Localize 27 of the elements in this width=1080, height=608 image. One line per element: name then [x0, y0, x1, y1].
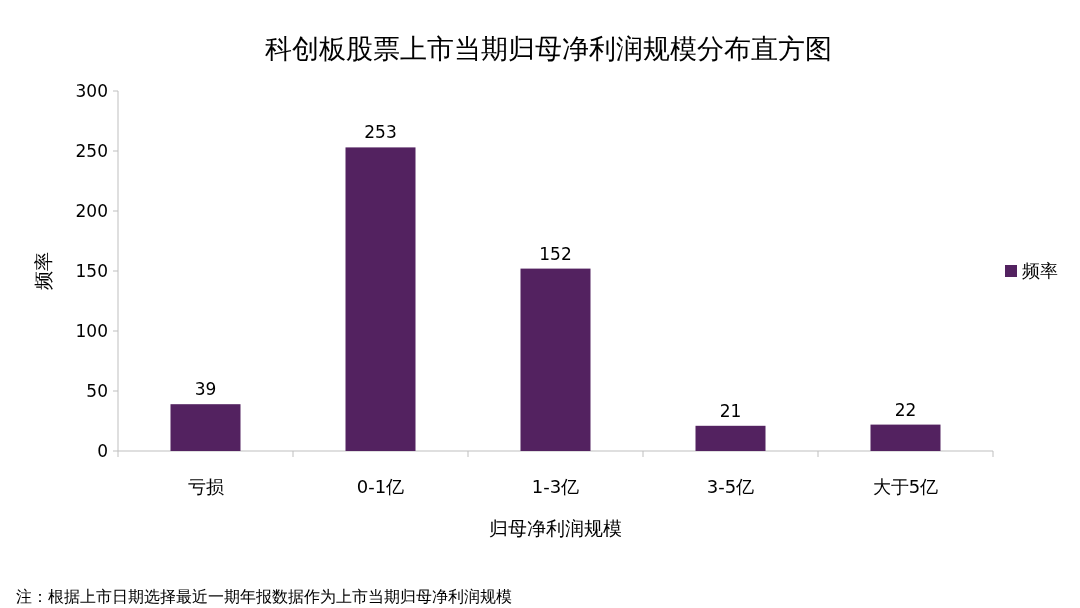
x-tick-label: 大于5亿: [872, 476, 939, 497]
data-label: 253: [364, 122, 397, 143]
y-axis-title: 频率: [32, 252, 54, 290]
data-label: 39: [194, 379, 217, 400]
x-tick-label: 1-3亿: [531, 476, 580, 497]
bar: [870, 424, 941, 451]
data-label: 21: [719, 400, 742, 421]
y-tick-label: 250: [75, 140, 108, 161]
y-tick-label: 150: [75, 260, 108, 281]
y-tick-label: 0: [97, 440, 108, 461]
data-label: 22: [894, 399, 917, 420]
x-tick-label: 0-1亿: [356, 476, 405, 497]
bar: [170, 404, 241, 451]
data-label: 152: [539, 243, 572, 264]
chart-title: 科创板股票上市当期归母净利润规模分布直方图: [264, 33, 832, 64]
y-tick-label: 50: [86, 380, 108, 401]
x-axis-title: 归母净利润规模: [489, 517, 622, 539]
x-tick-label: 亏损: [187, 476, 224, 497]
bar: [695, 425, 766, 451]
text: 注：根据上市日期选择最近一期年报数据作为上市当期归母净利润规模: [16, 587, 512, 606]
y-tick-label: 100: [75, 320, 108, 341]
bar: [520, 268, 591, 451]
y-tick-label: 300: [75, 80, 108, 101]
legend-label: 频率: [1022, 260, 1058, 282]
y-tick-label: 200: [75, 200, 108, 221]
x-tick-label: 3-5亿: [706, 476, 755, 497]
bar: [345, 147, 416, 451]
